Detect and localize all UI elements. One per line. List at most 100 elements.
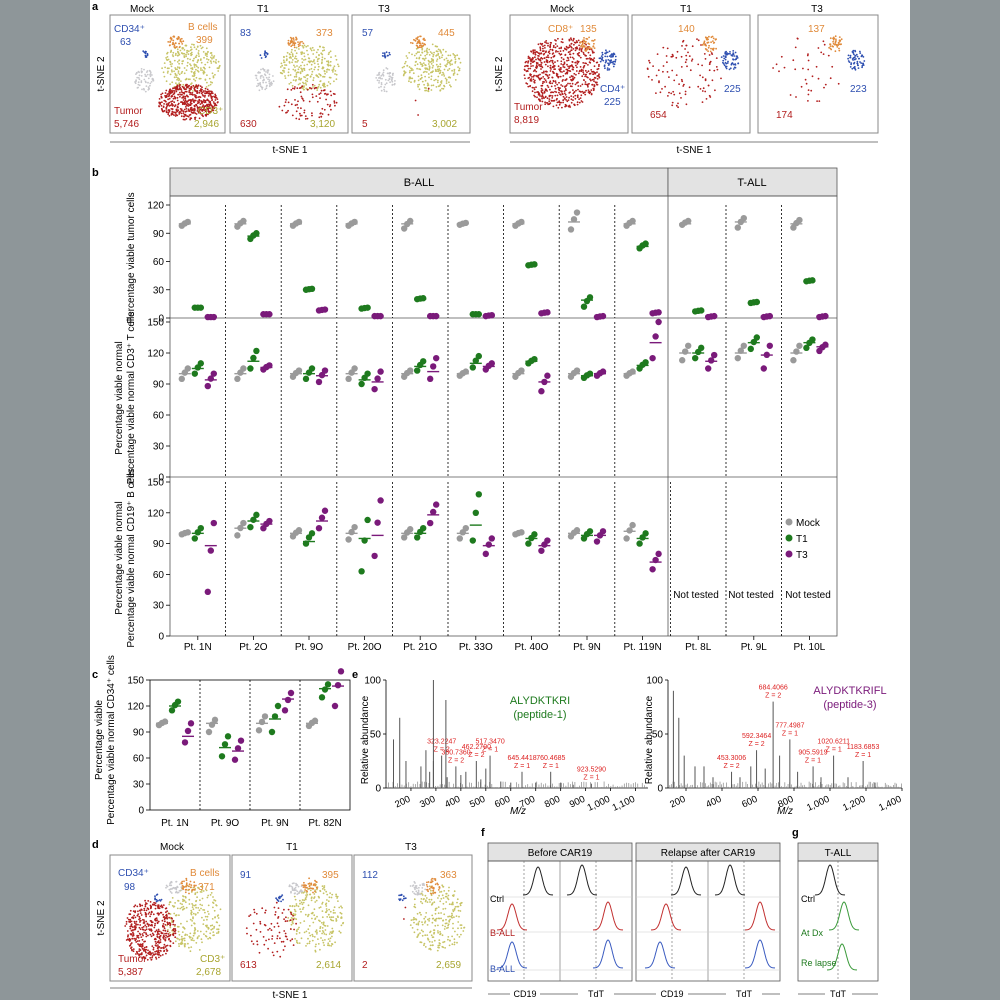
cd3-count-t3: 3,002 — [432, 119, 457, 130]
peak-annotation-mz: 777.4987 — [775, 722, 804, 729]
data-point — [417, 528, 424, 536]
bcell-label: B cells — [188, 22, 217, 33]
cd34-count-t3: 57 — [362, 28, 374, 39]
data-point — [321, 686, 329, 693]
x-tick-label: 400 — [443, 794, 462, 811]
d-bcell-count-t1: 395 — [322, 870, 339, 881]
other-cluster — [165, 880, 183, 894]
b-legend: Mock T1 T3 — [785, 518, 821, 561]
g-row-relapse: Re lapse — [801, 958, 837, 968]
d-cd34-count-t3: 112 — [362, 870, 378, 881]
data-point — [318, 514, 326, 521]
data-point — [469, 537, 476, 544]
data-point — [194, 529, 201, 536]
histogram-ball-tdt — [744, 901, 776, 931]
other-cluster — [288, 882, 304, 896]
data-point — [224, 733, 232, 740]
peak-annotation-mz: 645.4418 — [507, 755, 536, 762]
tsne-d: Mock T1 T3 CD34⁺ 98 B cells 371 Tumor 5,… — [96, 842, 473, 1000]
x-tick-label: 300 — [418, 794, 437, 811]
f-header-before-label: Before CAR19 — [528, 848, 593, 859]
x-tick-label: 200 — [393, 794, 412, 811]
data-point — [204, 588, 211, 596]
data-point — [187, 720, 195, 727]
f-row-ball-2: B-ALL — [490, 964, 515, 974]
data-point — [281, 707, 289, 714]
d-cd3-count-mock: 2,678 — [196, 967, 221, 978]
data-point — [685, 342, 692, 349]
data-point — [485, 362, 492, 370]
data-point — [207, 313, 214, 321]
data-point — [819, 313, 826, 320]
tsne-a-left-clusters — [134, 35, 462, 121]
data-point — [263, 311, 270, 318]
y-tick-label: 150 — [127, 676, 144, 687]
g-xlabel: TdT — [830, 989, 847, 999]
cd8-label: CD8⁺ — [548, 24, 573, 35]
data-point — [401, 534, 408, 541]
data-point — [596, 370, 604, 377]
cd4-label: CD4⁺ — [600, 84, 625, 95]
data-point — [682, 219, 689, 226]
peak-annotation-mz: 380.7360 — [441, 749, 470, 756]
data-point — [208, 721, 216, 728]
category-label: Pt. 20O — [348, 642, 382, 653]
data-point — [528, 261, 535, 268]
x-tick-label: 1,200 — [841, 794, 867, 814]
data-point — [538, 388, 545, 395]
data-point — [750, 338, 757, 346]
data-point — [583, 372, 591, 379]
data-point — [231, 756, 239, 763]
cd8-count-mock: 135 — [580, 24, 597, 35]
data-point — [485, 541, 492, 548]
peak-annotation-mz: 760.4685 — [536, 755, 565, 762]
data-point — [292, 220, 300, 227]
bcell-cluster — [180, 877, 197, 895]
tsne-a-right-clusters — [523, 35, 866, 109]
data-point — [302, 540, 310, 547]
cd3-cluster — [166, 885, 222, 953]
cd34-cluster — [259, 50, 269, 59]
data-point — [796, 342, 803, 349]
peak-annotation-z: Z = 2 — [468, 752, 484, 759]
d-tumor-label: Tumor — [118, 954, 147, 965]
data-point — [692, 354, 699, 362]
peak-annotation-mz: 905.5919 — [798, 749, 827, 756]
histogram-g-dx — [828, 901, 860, 931]
d-tumor-count-mock: 5,387 — [118, 967, 143, 978]
tumor-r-label: Tumor — [514, 102, 543, 113]
data-point — [337, 668, 345, 675]
y-tick-label: 0 — [158, 473, 164, 484]
peak-annotation-z: Z = 2 — [448, 757, 464, 764]
data-point — [194, 304, 201, 311]
other-cluster — [409, 881, 427, 896]
y-tick-label: 50 — [652, 730, 664, 741]
data-point — [705, 365, 712, 372]
data-point — [682, 348, 689, 355]
data-point — [371, 385, 378, 393]
y-tick-label: 60 — [153, 411, 165, 422]
data-point — [168, 707, 176, 714]
cd34-cluster — [142, 50, 149, 58]
data-point — [361, 374, 368, 381]
peak-annotation-z: Z = 1 — [855, 752, 871, 759]
cd4-cluster — [847, 49, 866, 71]
data-point — [305, 369, 313, 376]
data-point — [475, 352, 482, 360]
y-tick-label: 60 — [153, 257, 165, 268]
peak-annotation-mz: 1020.6211 — [817, 739, 850, 746]
data-point — [247, 523, 254, 531]
f-xlabel-cd19-2: CD19 — [660, 989, 683, 999]
d-bcell-count-mock: 371 — [198, 882, 215, 893]
d-title-t1: T1 — [286, 842, 298, 853]
data-point — [515, 220, 522, 227]
data-point — [247, 365, 254, 372]
category-label: Pt. 1N — [161, 818, 189, 829]
category-label: Pt. 9O — [211, 818, 240, 829]
peak-annotation-z: Z = 1 — [543, 763, 559, 770]
data-point — [234, 745, 242, 752]
cd8-cluster — [701, 35, 717, 53]
data-point — [544, 372, 551, 379]
data-point — [626, 219, 633, 227]
histogram-ball-cd19 — [496, 903, 528, 931]
